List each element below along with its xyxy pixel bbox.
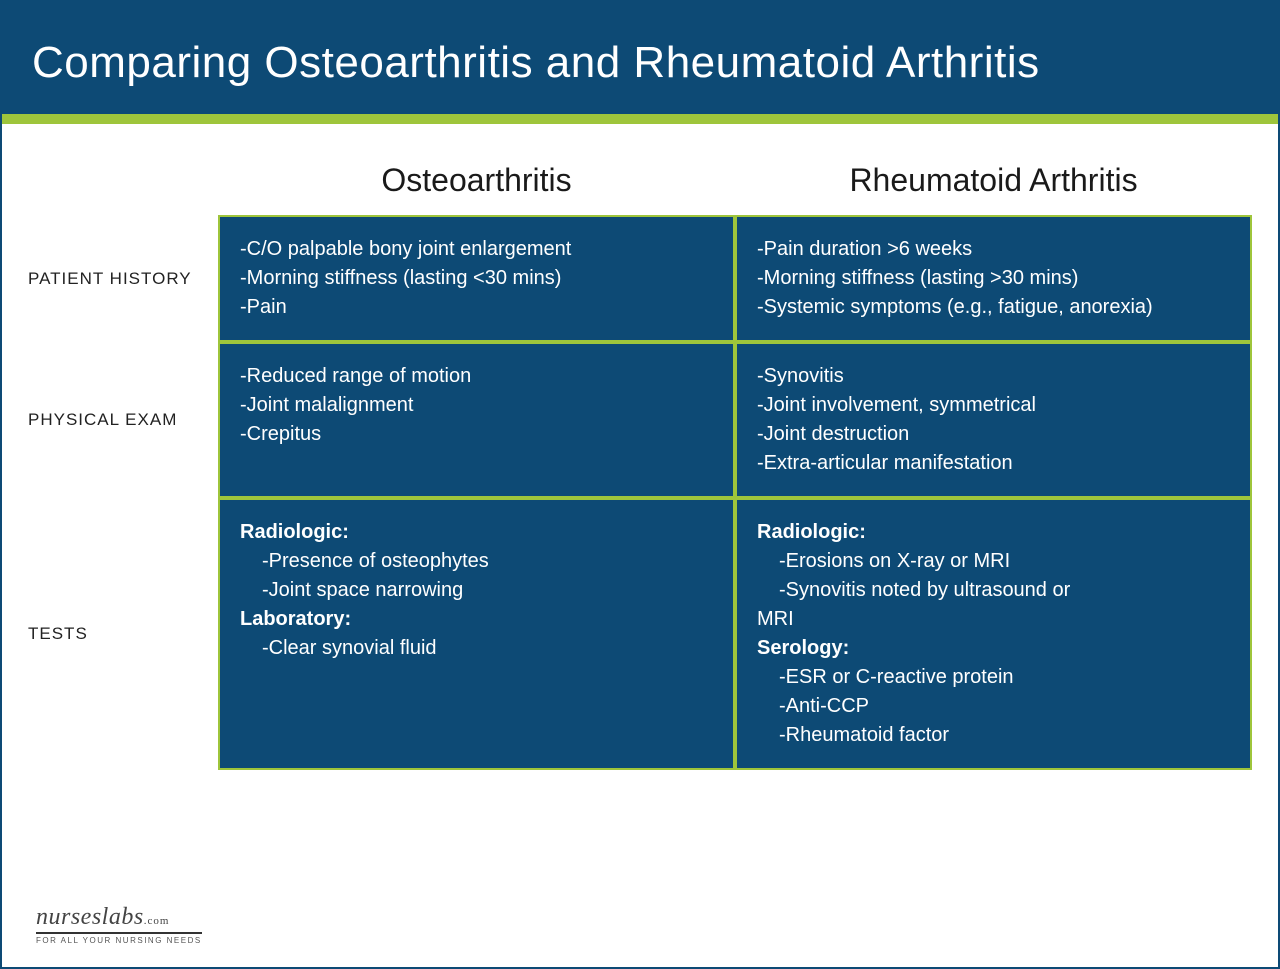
cell-tests-ra: Radiologic: -Erosions on X-ray or MRI -S… (735, 498, 1252, 770)
footer-dotcom: .com (144, 915, 170, 927)
cell-exam-ra: -Synovitis -Joint involvement, symmetric… (735, 342, 1252, 498)
comparison-table: Osteoarthritis Rheumatoid Arthritis PATI… (2, 124, 1278, 780)
tests-ra-serology-heading: Serology: (757, 637, 849, 659)
tests-ra-item-cont: MRI (757, 608, 794, 630)
tests-ra-radiologic-heading: Radiologic: (757, 521, 866, 543)
tests-ra-item: -ESR or C-reactive protein (757, 663, 1230, 692)
tests-oa-item: -Presence of osteophytes (240, 547, 713, 576)
tests-oa-item: -Clear synovial fluid (240, 634, 713, 663)
footer-brand: nurseslabs (36, 904, 144, 930)
row-header-tests: TESTS (28, 498, 218, 770)
footer-tagline: FOR ALL YOUR NURSING NEEDS (36, 932, 202, 945)
footer-logo: nurseslabs.com FOR ALL YOUR NURSING NEED… (36, 904, 202, 945)
cell-tests-oa: Radiologic: -Presence of osteophytes -Jo… (218, 498, 735, 770)
cell-history-ra: -Pain duration >6 weeks -Morning stiffne… (735, 215, 1252, 342)
column-header-rheumatoid: Rheumatoid Arthritis (735, 154, 1252, 215)
tests-oa-radiologic-heading: Radiologic: (240, 521, 349, 543)
cell-history-oa: -C/O palpable bony joint enlargement -Mo… (218, 215, 735, 342)
page-title: Comparing Osteoarthritis and Rheumatoid … (32, 38, 1248, 88)
header-bar: Comparing Osteoarthritis and Rheumatoid … (2, 2, 1278, 124)
tests-ra-item: -Rheumatoid factor (757, 721, 1230, 750)
tests-ra-item: -Synovitis noted by ultrasound or (757, 576, 1230, 605)
tests-oa-item: -Joint space narrowing (240, 576, 713, 605)
column-header-osteoarthritis: Osteoarthritis (218, 154, 735, 215)
corner-spacer (28, 154, 218, 215)
tests-ra-item: -Anti-CCP (757, 692, 1230, 721)
cell-exam-oa: -Reduced range of motion -Joint malalign… (218, 342, 735, 498)
row-header-patient-history: PATIENT HISTORY (28, 215, 218, 342)
tests-oa-laboratory-heading: Laboratory: (240, 608, 351, 630)
tests-ra-item: -Erosions on X-ray or MRI (757, 547, 1230, 576)
row-header-physical-exam: PHYSICAL EXAM (28, 342, 218, 498)
